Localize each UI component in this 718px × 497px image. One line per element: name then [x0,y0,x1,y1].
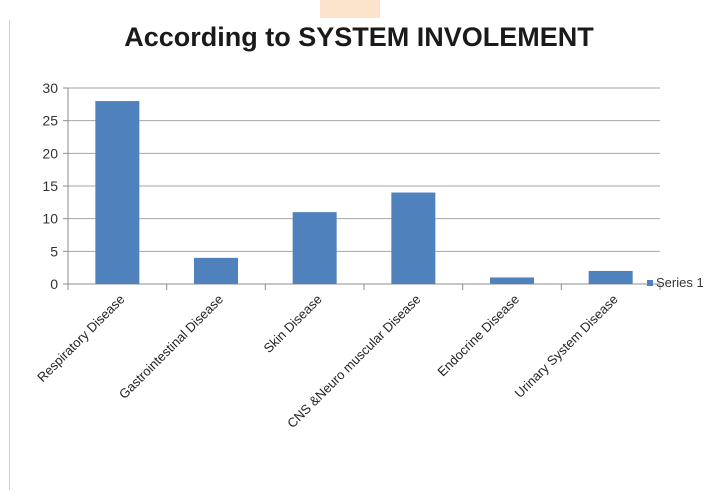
bar [391,192,436,284]
x-category-label: Endocrine Disease [434,292,522,380]
bars [95,101,633,284]
x-category-label: Urinary System Disease [512,292,621,401]
y-tick-label: 15 [42,178,58,194]
y-tick-label: 10 [42,211,58,227]
x-category-label: Gastrointestinal Disease [116,292,226,402]
axes [63,87,661,290]
y-tick-label: 25 [42,113,58,129]
y-tick-label: 30 [42,80,58,96]
bar [490,277,534,284]
x-category-label: Skin Disease [261,292,325,356]
bar [194,257,238,284]
legend-swatch [647,280,653,286]
bar [588,270,633,284]
x-category-label: Respiratory Disease [34,292,127,385]
chart-title: According to SYSTEM INVOLEMENT [124,22,594,52]
legend-label: Series 1 [656,275,704,290]
y-tick-label: 5 [50,243,58,259]
chart-left-border [9,20,10,490]
legend: Series 1 [647,275,704,290]
bar [95,101,140,284]
watermark-strip [320,0,380,18]
grid-lines [68,87,660,252]
y-tick-label: 20 [42,145,58,161]
y-tick-label: 0 [50,276,58,292]
bar [292,212,337,284]
